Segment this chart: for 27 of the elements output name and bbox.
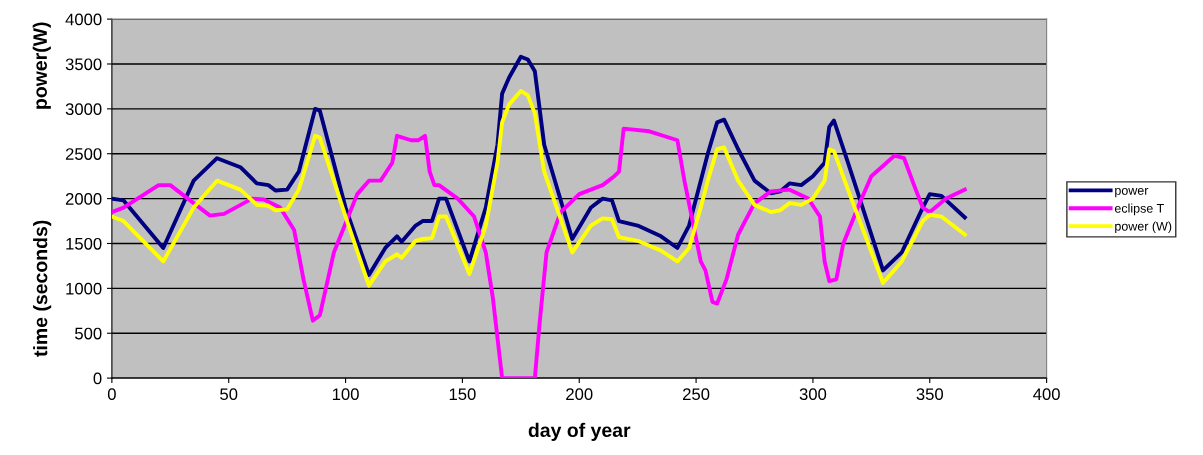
legend-label: eclipse T: [1114, 203, 1164, 216]
y-axis-title: time (seconds): [33, 220, 52, 357]
x-tick-label: 0: [107, 388, 116, 401]
x-tick-label: 250: [683, 388, 710, 401]
y-tick-label: 2000: [65, 193, 102, 205]
legend-label: power: [1115, 187, 1149, 198]
x-tick-label: 350: [916, 388, 944, 401]
line-series: [111, 126, 967, 379]
y-tick-label: 1000: [66, 282, 102, 295]
legend-label: power (W): [1115, 221, 1172, 234]
line-series: [111, 54, 967, 277]
x-tick-label: 100: [332, 388, 359, 401]
y-tick-label: 4000: [65, 13, 102, 26]
text: power(W): [32, 22, 51, 109]
y-tick-label: 0: [93, 372, 102, 385]
y-tick-label: 1500: [66, 237, 102, 250]
x-axis-title: day of year: [528, 422, 631, 441]
y-tick-label: 2500: [65, 148, 102, 160]
line-series: [111, 88, 967, 288]
y-tick-label: 3500: [65, 58, 102, 71]
x-tick-label: 150: [449, 388, 476, 401]
y-tick-label: 3000: [65, 103, 102, 116]
x-tick-label: 50: [220, 388, 238, 401]
x-tick-label: 400: [1033, 388, 1060, 401]
x-tick-label: 200: [566, 388, 593, 401]
y-tick-label: 500: [75, 327, 102, 340]
x-tick-label: 300: [799, 388, 827, 401]
